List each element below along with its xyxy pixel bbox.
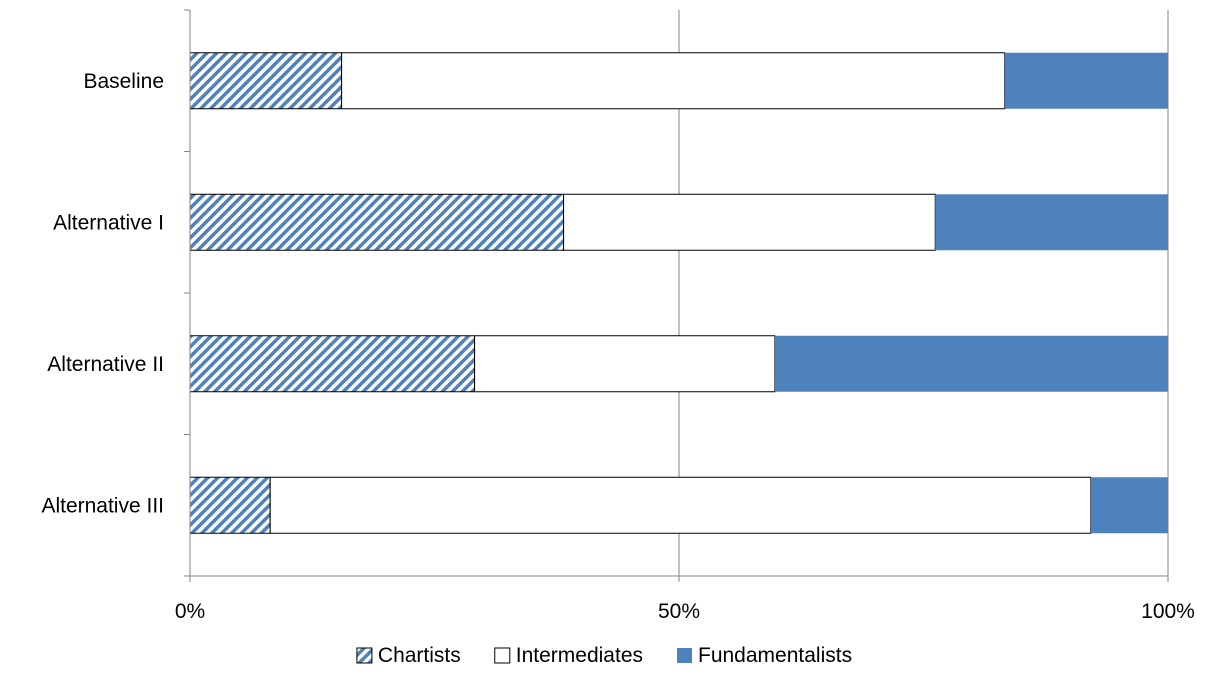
bar-intermediates-1 — [563, 193, 936, 251]
bar-intermediates-0 — [341, 52, 1006, 110]
legend-swatch — [356, 647, 373, 664]
x-tick-label: 0% — [175, 600, 205, 623]
category-label: Alternative II — [47, 353, 164, 376]
legend-label: Fundamentalists — [698, 644, 852, 667]
category-label: Baseline — [83, 70, 164, 93]
legend-label: Intermediates — [516, 644, 643, 667]
bar-chartists-3 — [189, 476, 271, 534]
x-tick-label: 100% — [1141, 600, 1195, 623]
bar-fundamentalists-0 — [1004, 52, 1168, 109]
bar-fundamentalists-3 — [1090, 477, 1168, 534]
bar-intermediates-2 — [474, 335, 776, 393]
category-label: Alternative I — [53, 211, 164, 234]
legend-swatch — [494, 647, 511, 664]
legend-item-chartists: Chartists — [356, 644, 461, 667]
legend-item-intermediates: Intermediates — [494, 644, 643, 667]
bar-chartists-2 — [189, 335, 476, 393]
legend-label: Chartists — [378, 644, 461, 667]
bar-chartists-0 — [189, 52, 343, 110]
category-label: Alternative III — [41, 494, 164, 517]
bar-fundamentalists-2 — [774, 335, 1168, 392]
bar-chartists-1 — [189, 193, 565, 251]
bar-intermediates-3 — [269, 476, 1092, 534]
legend-item-fundamentalists: Fundamentalists — [677, 644, 852, 667]
axes — [184, 9, 1169, 582]
legend-swatch — [677, 648, 693, 663]
legend: Chartists Intermediates Fundamentalists — [356, 644, 852, 667]
x-tick-label: 50% — [658, 600, 700, 623]
labels: 0% 50% 100% Baseline Alternative I Alternativ… — [41, 70, 1194, 623]
bar-fundamentalists-1 — [935, 194, 1168, 251]
bars — [189, 52, 1168, 534]
